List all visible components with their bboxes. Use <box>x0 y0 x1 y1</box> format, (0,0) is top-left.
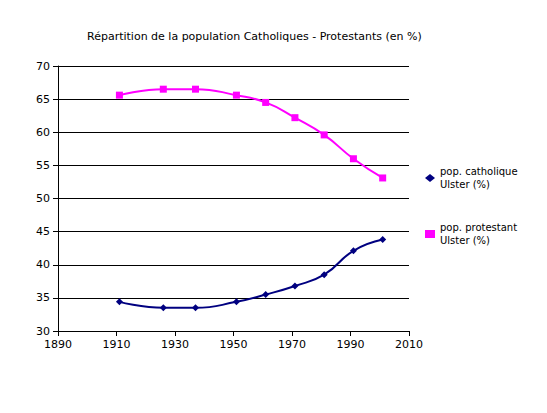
svg-text:1910: 1910 <box>103 338 131 351</box>
svg-text:1950: 1950 <box>220 338 248 351</box>
svg-text:45: 45 <box>36 225 50 238</box>
svg-text:pop. protestant: pop. protestant <box>440 222 520 233</box>
svg-text:1970: 1970 <box>278 338 306 351</box>
svg-text:60: 60 <box>36 126 50 139</box>
svg-text:55: 55 <box>36 159 50 172</box>
svg-text:70: 70 <box>36 60 50 73</box>
svg-text:1990: 1990 <box>337 338 365 351</box>
svg-text:50: 50 <box>36 192 50 205</box>
svg-text:1890: 1890 <box>44 338 72 351</box>
svg-text:65: 65 <box>36 93 50 106</box>
svg-text:35: 35 <box>36 291 50 304</box>
svg-text:Ulster (%): Ulster (%) <box>440 179 490 190</box>
svg-text:Répartition de la population C: Répartition de la population Catholiques… <box>87 30 422 43</box>
svg-text:2010: 2010 <box>395 338 423 351</box>
svg-text:pop. catholique: pop. catholique <box>440 166 521 177</box>
svg-text:Ulster (%): Ulster (%) <box>440 235 490 246</box>
svg-text:40: 40 <box>36 258 50 271</box>
svg-text:30: 30 <box>36 325 50 338</box>
svg-text:1930: 1930 <box>161 338 189 351</box>
